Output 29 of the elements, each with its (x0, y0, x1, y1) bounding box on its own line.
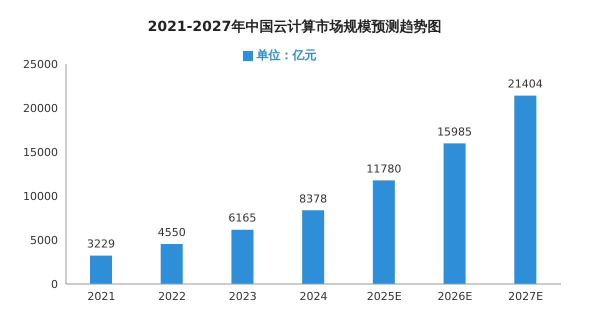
bar (372, 180, 395, 284)
x-tick-label: 2024 (300, 290, 328, 303)
data-label: 11780 (366, 162, 402, 176)
data-label: 8378 (299, 192, 328, 206)
data-label: 15985 (437, 125, 472, 138)
y-tick-label: 20000 (23, 102, 58, 115)
y-tick-label: 25000 (23, 58, 58, 71)
x-tick-label: 2023 (228, 290, 257, 303)
x-tick-label: 2021 (87, 290, 116, 303)
x-tick-label: 2022 (158, 290, 186, 303)
chart-title: 2021-2027年中国云计算市场规模预测趋势图 (146, 18, 442, 37)
x-tick-label: 2027E (508, 290, 544, 303)
y-tick-label: 0 (51, 278, 58, 291)
bar (302, 210, 324, 284)
data-label: 3229 (87, 238, 115, 251)
y-tick-label: 5000 (30, 234, 58, 247)
bar (90, 256, 112, 284)
bar (160, 244, 183, 284)
x-tick-label: 2026E (437, 290, 472, 303)
legend-label: 单位：亿元 (256, 48, 316, 62)
bar (231, 230, 254, 284)
data-label: 6165 (228, 212, 256, 225)
x-tick-label: 2025E (366, 290, 402, 303)
bar (444, 143, 466, 284)
bar (514, 96, 536, 284)
y-tick-label: 10000 (23, 190, 58, 203)
data-label: 4550 (158, 226, 186, 239)
y-tick-label: 15000 (23, 146, 58, 159)
data-label: 21404 (508, 78, 543, 91)
